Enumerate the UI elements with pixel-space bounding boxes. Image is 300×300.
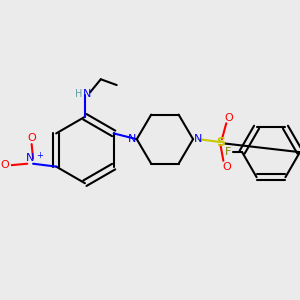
Text: N: N bbox=[26, 153, 34, 163]
Text: O: O bbox=[27, 133, 36, 143]
Text: H: H bbox=[75, 89, 82, 99]
Text: N: N bbox=[194, 134, 202, 144]
Text: N: N bbox=[128, 134, 136, 144]
Text: N: N bbox=[82, 89, 91, 99]
Text: +: + bbox=[36, 151, 43, 160]
Text: F: F bbox=[224, 147, 231, 157]
Text: O: O bbox=[1, 160, 9, 170]
Text: O: O bbox=[222, 162, 231, 172]
Text: S: S bbox=[217, 136, 226, 148]
Text: O: O bbox=[225, 112, 233, 122]
